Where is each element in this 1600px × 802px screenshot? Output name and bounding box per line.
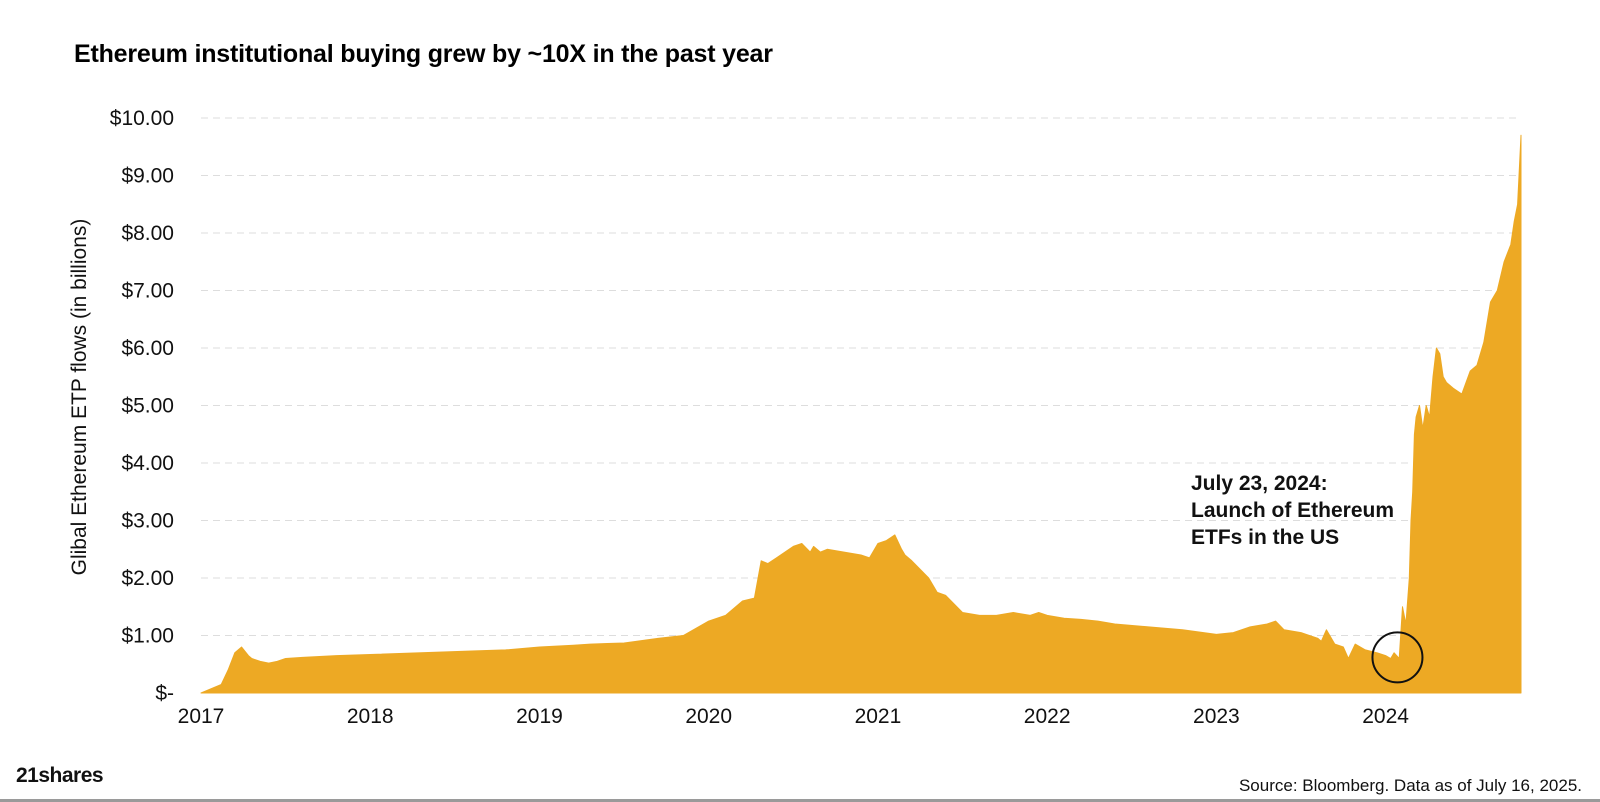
y-tick-label: $5.00 <box>121 395 174 418</box>
annotation-line-3: ETFs in the US <box>1191 526 1340 549</box>
y-tick-label: $2.00 <box>121 567 174 590</box>
annotation-line-1: July 23, 2024: <box>1191 472 1328 495</box>
y-tick-label: $1.00 <box>121 625 174 648</box>
x-tick-labels: 2017 2018 2019 2020 2021 2022 2023 2024 <box>178 705 1410 728</box>
brand-logo: 21shares <box>16 764 104 787</box>
y-tick-label: $4.00 <box>121 452 174 475</box>
x-tick-label: 2018 <box>347 705 394 728</box>
x-tick-label: 2019 <box>516 705 563 728</box>
series-area <box>200 134 1522 694</box>
annotation-text: July 23, 2024: Launch of Ethereum ETFs i… <box>1191 470 1394 551</box>
y-tick-label: $9.00 <box>121 165 174 188</box>
y-tick-label: $- <box>155 682 174 705</box>
annotation-line-2: Launch of Ethereum <box>1191 499 1395 522</box>
x-tick-label: 2020 <box>685 705 732 728</box>
chart-title: Ethereum institutional buying grew by ~1… <box>74 40 773 68</box>
footer-divider <box>0 799 1600 802</box>
series-area-group <box>200 134 1522 694</box>
x-tick-label: 2017 <box>178 705 225 728</box>
x-tick-label: 2022 <box>1024 705 1071 728</box>
y-tick-label: $6.00 <box>121 337 174 360</box>
x-tick-label: 2023 <box>1193 705 1240 728</box>
y-tick-label: $8.00 <box>121 222 174 245</box>
annotation-circle <box>1371 631 1424 684</box>
y-tick-label: $7.00 <box>121 280 174 303</box>
y-tick-labels: $- $1.00 $2.00 $3.00 $4.00 $5.00 $6.00 $7.00 $8.… <box>110 107 174 705</box>
annotation-marker-group <box>1371 631 1424 684</box>
x-tick-label: 2024 <box>1362 705 1409 728</box>
y-tick-label: $3.00 <box>121 510 174 533</box>
x-tick-label: 2021 <box>855 705 902 728</box>
y-tick-label: $10.00 <box>110 107 174 130</box>
source-note: Source: Bloomberg. Data as of July 16, 2… <box>1238 776 1582 795</box>
